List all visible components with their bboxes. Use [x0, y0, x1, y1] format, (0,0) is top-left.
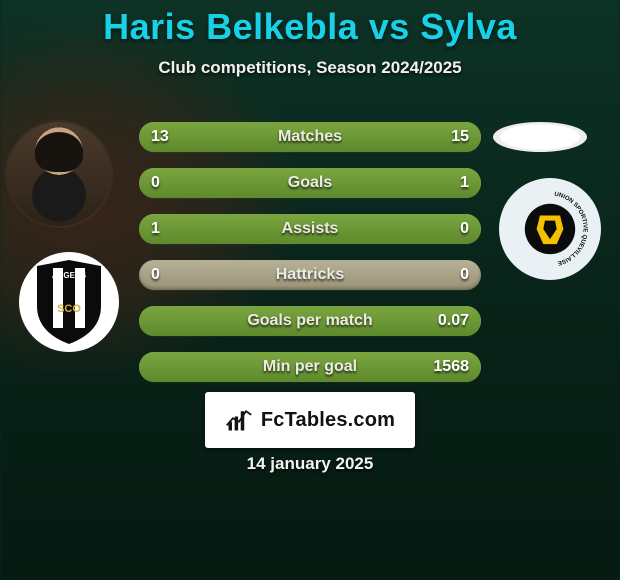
- club-left-badge: ANGERS SCO: [19, 252, 119, 352]
- date-text: 14 january 2025: [0, 454, 620, 474]
- club-left-name: ANGERS: [52, 271, 87, 280]
- stat-value-right: 1568: [433, 352, 469, 382]
- stat-row: 0Hattricks0: [139, 260, 481, 290]
- stat-value-right: 1: [460, 168, 469, 198]
- stat-label: Assists: [139, 214, 481, 244]
- comparison-card: Haris Belkebla vs Sylva Club competition…: [0, 0, 620, 580]
- club-right-badge: UNION SPORTIVE QUEVILLAISE: [499, 178, 601, 280]
- stat-row: Goals per match0.07: [139, 306, 481, 336]
- subtitle: Club competitions, Season 2024/2025: [0, 58, 620, 78]
- stat-row: 1Assists0: [139, 214, 481, 244]
- player-left-avatar: [7, 122, 111, 226]
- stat-row: 0Goals1: [139, 168, 481, 198]
- stat-row: 13Matches15: [139, 122, 481, 152]
- stat-label: Goals per match: [139, 306, 481, 336]
- club-crest-icon: UNION SPORTIVE QUEVILLAISE: [508, 187, 592, 271]
- stat-label: Min per goal: [139, 352, 481, 382]
- stat-value-right: 0: [460, 214, 469, 244]
- club-left-sub: SCO: [57, 303, 81, 315]
- stats-panel: 13Matches150Goals11Assists00Hattricks0Go…: [139, 122, 481, 398]
- stat-row: Min per goal1568: [139, 352, 481, 382]
- stat-value-right: 15: [451, 122, 469, 152]
- shield-icon: ANGERS SCO: [33, 260, 105, 344]
- brand-badge: FcTables.com: [205, 392, 415, 448]
- stat-label: Goals: [139, 168, 481, 198]
- stat-value-right: 0.07: [438, 306, 469, 336]
- chart-bars-icon: [225, 406, 253, 434]
- stat-value-right: 0: [460, 260, 469, 290]
- stat-label: Hattricks: [139, 260, 481, 290]
- stat-label: Matches: [139, 122, 481, 152]
- page-title: Haris Belkebla vs Sylva: [0, 0, 620, 48]
- player-right-avatar: [493, 122, 587, 152]
- brand-text: FcTables.com: [261, 409, 395, 432]
